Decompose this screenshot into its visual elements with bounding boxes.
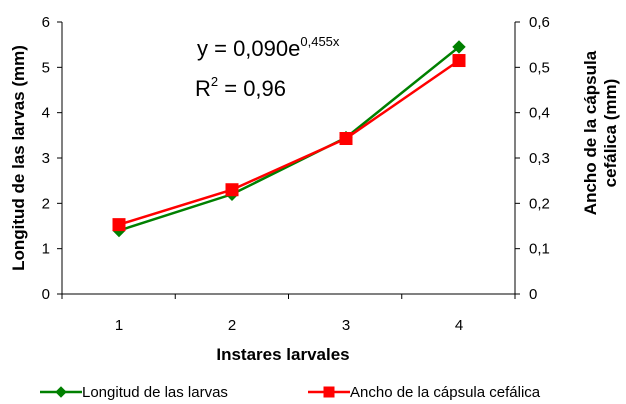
right-y-tick-label: 0,4: [529, 105, 550, 122]
right-y-tick-label: 0,3: [529, 150, 550, 167]
larva-length-point: [452, 40, 466, 54]
head-capsule-width-point: [452, 54, 466, 68]
head-capsule-width-point: [112, 218, 126, 232]
x-tick-label: 4: [455, 317, 463, 334]
trendline-equation: y = 0,090e0,455x: [197, 34, 340, 61]
left-y-tick-label: 5: [42, 59, 50, 76]
legend: Longitud de las larvas Ancho de la cápsul…: [40, 384, 541, 401]
head-capsule-width-point: [225, 183, 239, 197]
x-tick-label: 1: [115, 317, 123, 334]
head-capsule-width-point: [339, 132, 353, 146]
left-y-tick-label: 4: [42, 105, 50, 122]
right-y-tick-label: 0: [529, 286, 537, 303]
right-y-tick-label: 0,6: [529, 14, 550, 31]
x-ticks: 1 2 3 4: [61, 294, 516, 334]
legend-head-capsule-width-label: Ancho de la cápsula cefálica: [350, 384, 541, 401]
r-squared-label: R2 = 0,96: [195, 74, 286, 101]
larva-length-line: [118, 45, 460, 232]
left-y-tick-label: 0: [42, 286, 50, 303]
x-tick-label: 2: [228, 317, 236, 334]
right-y-tick-label: 0,5: [529, 59, 550, 76]
left-y-tick-label: 3: [42, 150, 50, 167]
right-y-tick-label: 0,2: [529, 195, 550, 212]
x-tick-label: 3: [342, 317, 350, 334]
right-y-tick-label: 0,1: [529, 241, 550, 258]
legend-larva-length-marker: [55, 386, 67, 398]
plot-area: [112, 40, 466, 238]
left-y-ticks: 0 1 2 3 4 5 6: [42, 14, 62, 303]
left-y-tick-label: 6: [42, 14, 50, 31]
legend-larva-length-label: Longitud de las larvas: [82, 384, 228, 401]
right-y-axis-title-line1: Ancho de la cápsula: [581, 50, 600, 215]
left-y-axis-title: Longitud de las larvas (mm): [9, 45, 28, 271]
right-y-axis-title-line2: cefálica (mm): [601, 79, 620, 188]
legend-head-capsule-width-marker: [323, 386, 335, 398]
head-capsule-width-line: [118, 59, 460, 226]
left-y-tick-label: 2: [42, 195, 50, 212]
left-y-tick-label: 1: [42, 241, 50, 258]
right-y-ticks: 0 0,1 0,2 0,3 0,4 0,5 0,6: [515, 14, 550, 303]
x-axis-title: Instares larvales: [216, 345, 349, 364]
